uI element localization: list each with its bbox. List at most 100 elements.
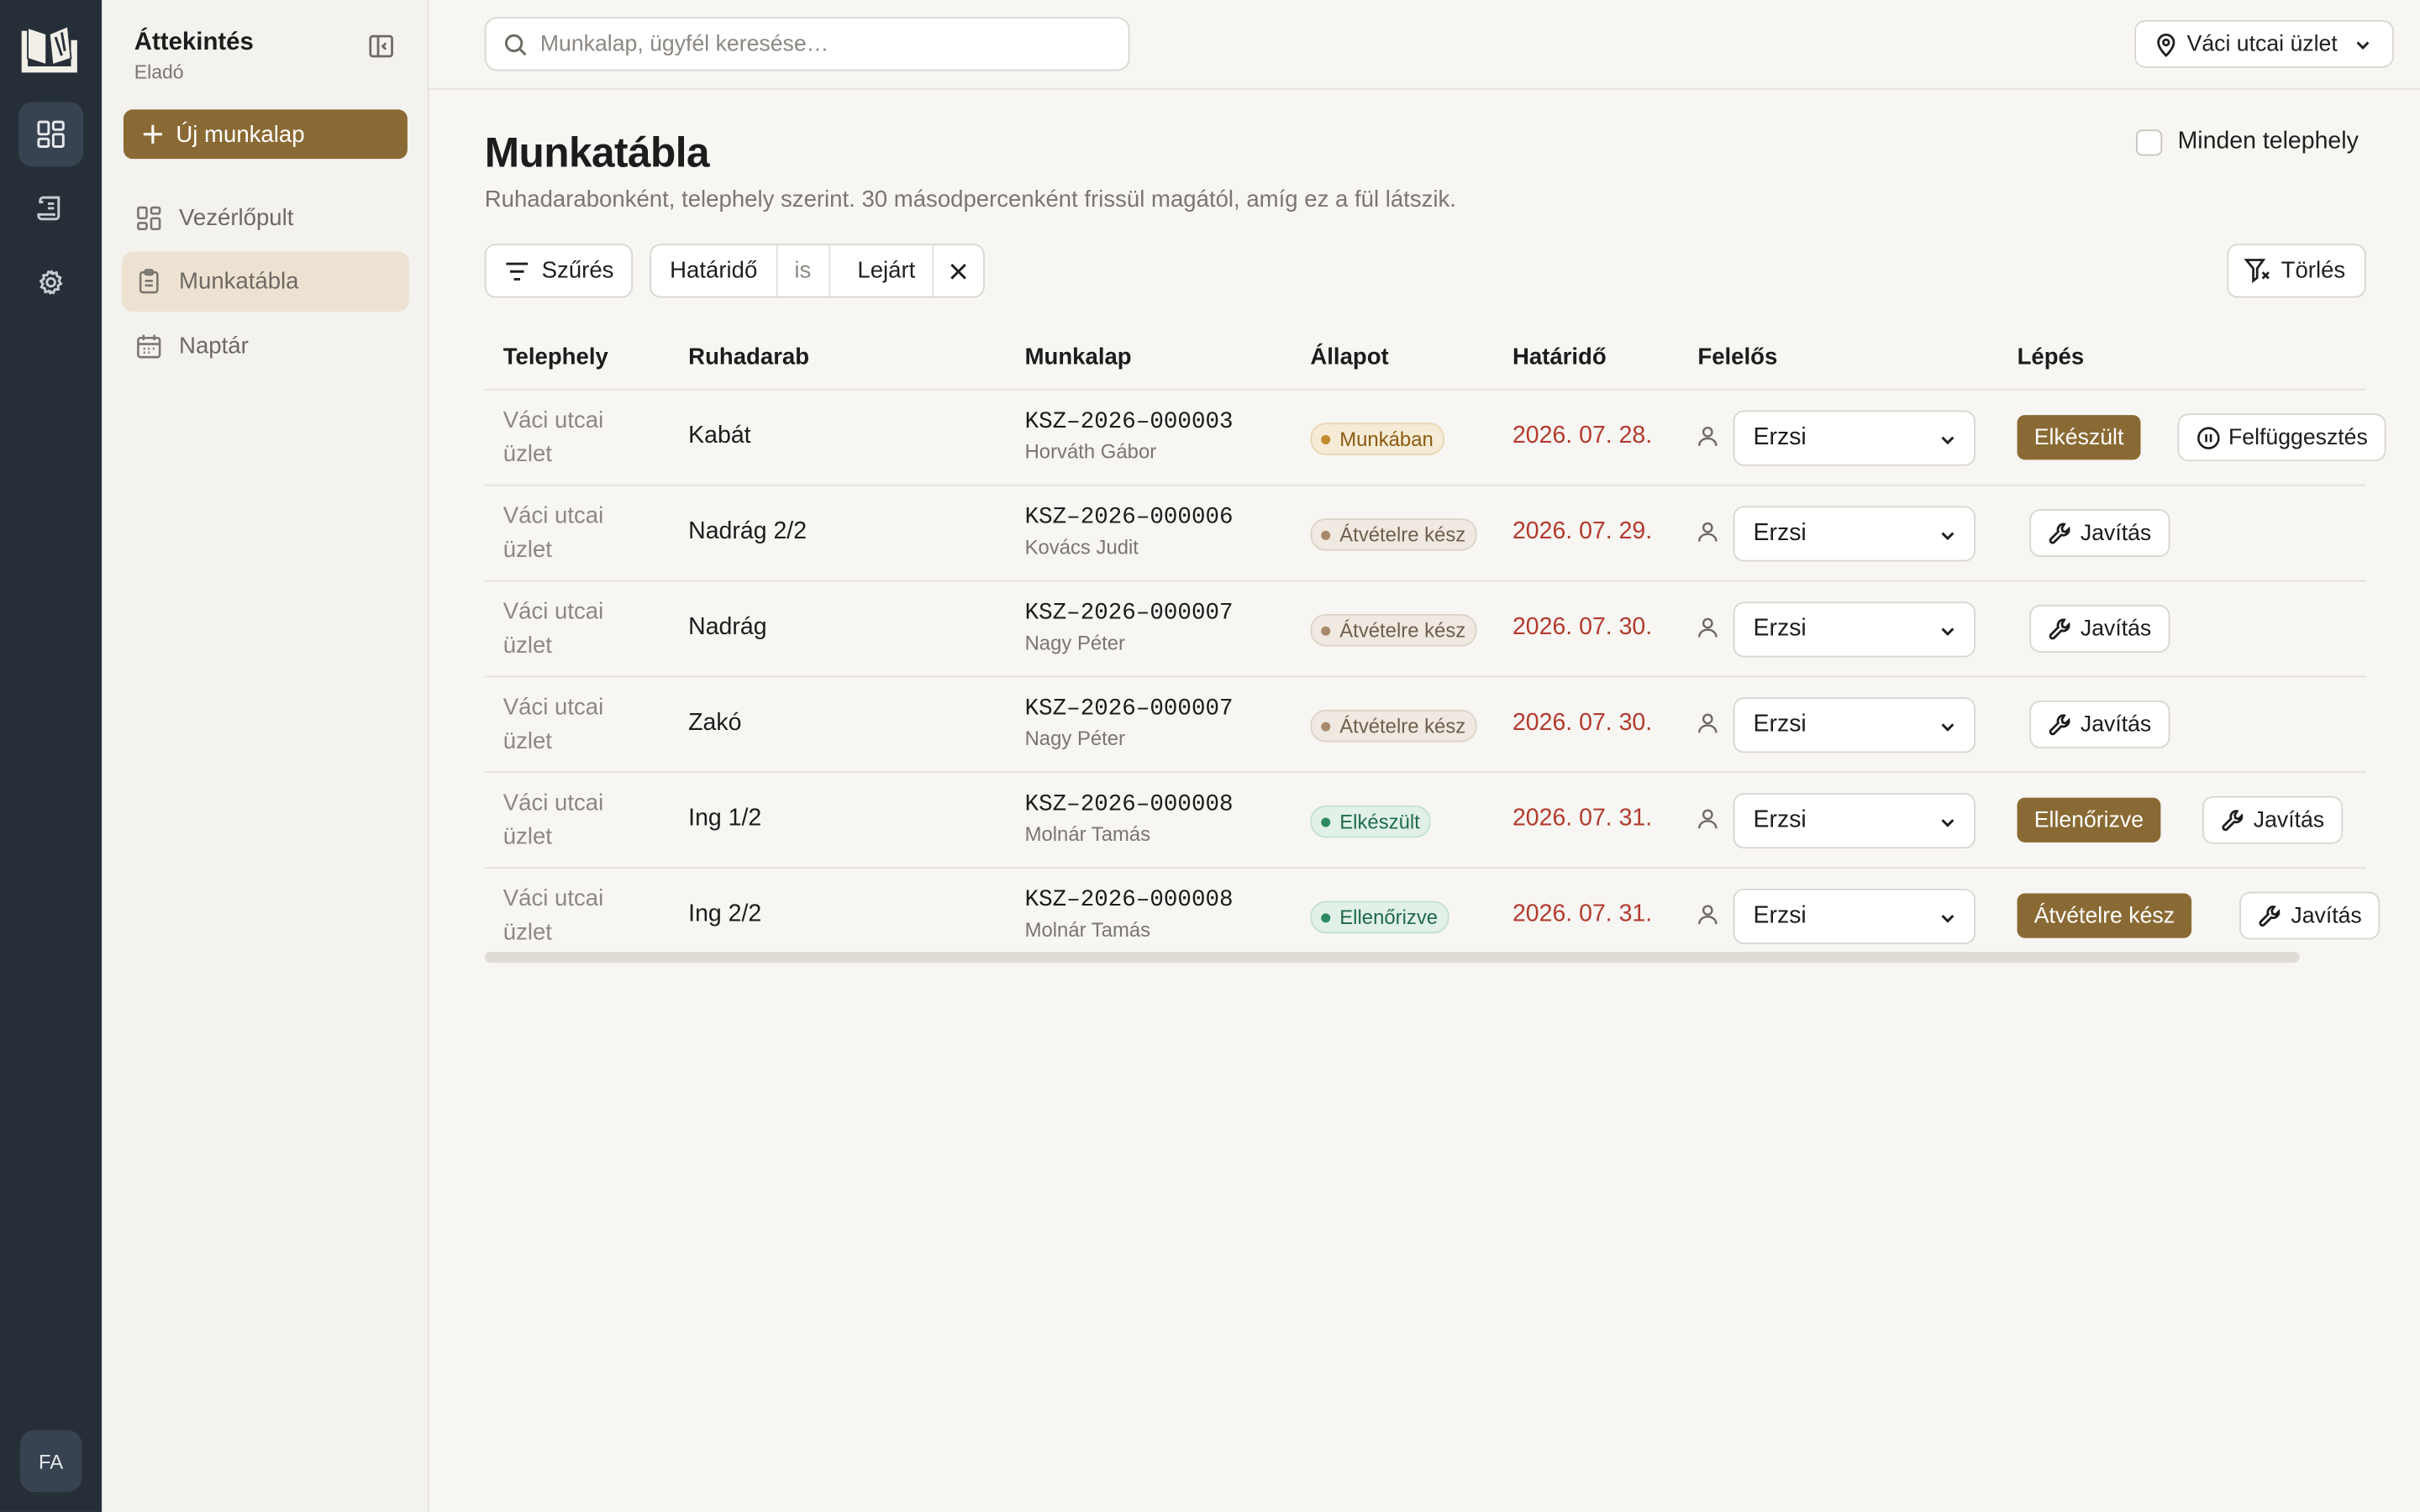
status-badge: Munkában <box>1310 423 1444 455</box>
site-cell: Váci utcai üzlet <box>502 885 604 946</box>
assignee-select[interactable]: Erzsi <box>1733 601 1975 658</box>
rail-settings-button[interactable] <box>18 250 83 315</box>
search-input[interactable] <box>539 31 1097 57</box>
worksheet-cell[interactable]: KSZ–2026–000007 Nagy Péter <box>1025 696 1234 749</box>
assignee-select[interactable]: Erzsi <box>1733 793 1975 849</box>
customer-name: Nagy Péter <box>1024 631 1126 654</box>
action-label: Elkészült <box>2033 425 2124 450</box>
repair-button[interactable]: Javítás <box>2029 604 2170 653</box>
status-badge: Ellenőrizve <box>1310 900 1449 934</box>
sidebar-item-calendar[interactable]: Naptár <box>122 317 409 377</box>
table-row[interactable]: Váci utcai üzlet Zakó KSZ–2026–000007 Na… <box>484 677 2366 774</box>
filter-field[interactable]: Határidő <box>651 245 778 297</box>
user-icon <box>1698 905 1718 925</box>
worksheet-cell[interactable]: KSZ–2026–000008 Molnár Tamás <box>1025 887 1234 941</box>
garment-cell: Kabát <box>688 423 751 449</box>
table-row[interactable]: Váci utcai üzlet Ing 1/2 KSZ–2026–000008… <box>484 773 2366 869</box>
filter-button[interactable]: Szűrés <box>484 244 634 298</box>
advance-status-button[interactable]: Ellenőrizve <box>2017 797 2161 843</box>
worksheet-id[interactable]: KSZ–2026–000007 <box>1024 600 1234 627</box>
all-sites-label: Minden telephely <box>2177 128 2359 155</box>
chevron-down-icon <box>1941 436 1954 445</box>
worksheet-id[interactable]: KSZ–2026–000007 <box>1024 696 1234 722</box>
worksheet-id[interactable]: KSZ–2026–000008 <box>1024 887 1234 914</box>
worksheet-cell[interactable]: KSZ–2026–000003 Horváth Gábor <box>1025 409 1234 463</box>
status-dot <box>1321 625 1331 635</box>
rail-dashboard-button[interactable] <box>18 102 84 167</box>
status-dot <box>1321 816 1331 827</box>
assignee-value: Erzsi <box>1753 615 1807 643</box>
table-row[interactable]: Váci utcai üzlet Kabát KSZ–2026–000003 H… <box>484 391 2386 486</box>
column-header[interactable]: Munkalap <box>1024 344 1132 370</box>
garment-cell: Ing 1/2 <box>688 805 762 832</box>
rail-scroll-button[interactable] <box>18 176 83 240</box>
new-worksheet-button[interactable]: Új munkalap <box>123 109 408 160</box>
table-row[interactable]: Váci utcai üzlet Ing 2/2 KSZ–2026–000008… <box>485 869 2381 964</box>
assignee-select[interactable]: Erzsi <box>1733 888 1975 945</box>
worksheet-cell[interactable]: KSZ–2026–000008 Molnár Tamás <box>1025 791 1234 845</box>
sidebar: Áttekintés Eladó Új munkalap Vezérlőpult… <box>102 0 429 1512</box>
search-box[interactable] <box>484 17 1130 71</box>
new-worksheet-label: Új munkalap <box>176 121 305 148</box>
assignee-select[interactable]: Erzsi <box>1733 697 1975 753</box>
repair-button[interactable]: Javítás <box>2239 891 2381 940</box>
table-row[interactable]: Váci utcai üzlet Nadrág 2/2 KSZ–2026–000… <box>484 486 2366 582</box>
calendar-icon <box>137 334 161 359</box>
user-avatar[interactable]: FA <box>19 1430 82 1493</box>
action-label: Ellenőrizve <box>2033 807 2144 832</box>
horizontal-scrollbar[interactable] <box>484 952 2300 963</box>
sidebar-item-worktable[interactable]: Munkatábla <box>122 251 409 312</box>
deadline-cell: 2026. 07. 31. <box>1512 805 1653 832</box>
column-header[interactable]: Határidő <box>1512 344 1607 370</box>
sidebar-collapse-icon[interactable] <box>367 33 395 60</box>
chevron-down-icon <box>1941 532 1954 541</box>
status-label: Munkában <box>1339 427 1434 451</box>
action-label: Javítás <box>2253 807 2325 832</box>
all-sites-checkbox[interactable] <box>2135 129 2163 155</box>
chevron-down-icon <box>1941 627 1954 636</box>
filter-value[interactable]: Lejárt <box>829 245 934 297</box>
status-label: Átvételre kész <box>1339 714 1466 738</box>
advance-status-button[interactable]: Elkészült <box>2017 415 2141 460</box>
garment-cell: Ing 2/2 <box>688 900 762 927</box>
repair-button[interactable]: Javítás <box>2029 509 2170 558</box>
gear-icon <box>39 270 63 295</box>
repair-button[interactable]: Javítás <box>2029 700 2170 748</box>
location-selector[interactable]: Váci utcai üzlet <box>2134 19 2394 68</box>
chevron-down-icon <box>1941 819 1954 827</box>
book-logo-icon[interactable] <box>18 22 80 77</box>
all-sites-toggle[interactable]: Minden telephely <box>2135 128 2359 155</box>
sidebar-item-label: Vezérlőpult <box>179 205 294 232</box>
clear-filters-button[interactable]: Törlés <box>2227 244 2366 298</box>
worksheet-cell[interactable]: KSZ–2026–000007 Nagy Péter <box>1025 600 1234 654</box>
filter-lines-icon <box>506 261 529 280</box>
worksheet-id[interactable]: KSZ–2026–000003 <box>1024 408 1234 435</box>
deadline-cell: 2026. 07. 31. <box>1512 900 1653 927</box>
wrench-icon <box>2049 713 2070 735</box>
column-header[interactable]: Felelős <box>1697 344 1778 370</box>
worksheet-id[interactable]: KSZ–2026–000006 <box>1024 504 1234 531</box>
location-label: Váci utcai üzlet <box>2186 31 2338 57</box>
repair-button[interactable]: Javítás <box>2202 795 2344 844</box>
worksheet-id[interactable]: KSZ–2026–000008 <box>1024 791 1234 818</box>
chevron-down-icon <box>2355 40 2369 50</box>
column-header[interactable]: Lépés <box>2017 344 2085 370</box>
assignee-select[interactable]: Erzsi <box>1733 410 1975 466</box>
status-badge: Átvételre kész <box>1310 518 1477 551</box>
action-label: Átvételre kész <box>2033 903 2175 928</box>
column-header[interactable]: Állapot <box>1310 344 1389 370</box>
advance-status-button[interactable]: Átvételre kész <box>2017 893 2192 938</box>
customer-name: Horváth Gábor <box>1024 439 1157 464</box>
filter-operator[interactable]: is <box>777 245 830 297</box>
assignee-value: Erzsi <box>1753 806 1807 833</box>
worksheet-table: Telephely Ruhadarab Munkalap Állapot Hat… <box>484 327 2386 964</box>
assignee-value: Erzsi <box>1753 711 1807 738</box>
assignee-select[interactable]: Erzsi <box>1733 506 1975 562</box>
sidebar-item-dashboard[interactable]: Vezérlőpult <box>122 188 409 249</box>
table-row[interactable]: Váci utcai üzlet Nadrág KSZ–2026–000007 … <box>484 581 2366 678</box>
column-header[interactable]: Telephely <box>502 344 608 370</box>
column-header[interactable]: Ruhadarab <box>688 344 810 370</box>
remove-filter-button[interactable] <box>934 245 983 297</box>
worksheet-cell[interactable]: KSZ–2026–000006 Kovács Judit <box>1025 505 1234 559</box>
suspend-button[interactable]: Felfüggesztés <box>2177 413 2386 462</box>
